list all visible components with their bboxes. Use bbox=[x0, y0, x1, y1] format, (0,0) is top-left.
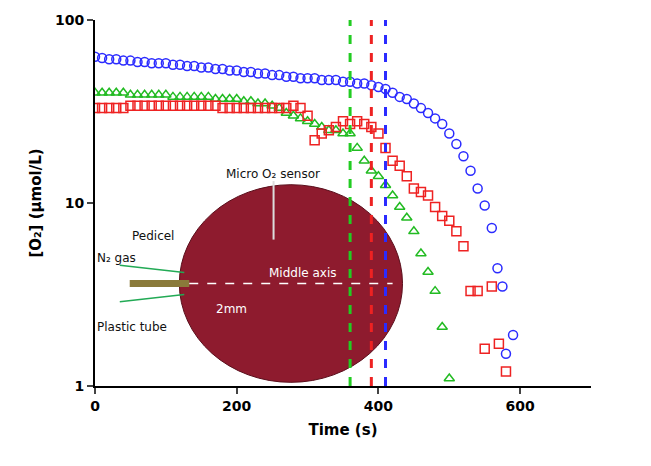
svg-text:Micro O₂ sensor: Micro O₂ sensor bbox=[226, 167, 320, 181]
svg-text:Plastic tube: Plastic tube bbox=[97, 320, 167, 334]
svg-text:600: 600 bbox=[506, 398, 535, 414]
svg-text:200: 200 bbox=[222, 398, 251, 414]
svg-text:100: 100 bbox=[55, 12, 84, 28]
svg-text:Middle axis: Middle axis bbox=[269, 266, 337, 280]
svg-text:0: 0 bbox=[90, 398, 100, 414]
svg-text:Pedicel: Pedicel bbox=[132, 229, 174, 243]
svg-text:10: 10 bbox=[65, 195, 85, 211]
svg-text:2mm: 2mm bbox=[216, 302, 247, 316]
svg-text:1: 1 bbox=[74, 378, 84, 394]
svg-text:Time (s): Time (s) bbox=[308, 421, 377, 439]
svg-text:N₂ gas: N₂ gas bbox=[97, 251, 136, 265]
svg-text:[O₂] (μmol/L): [O₂] (μmol/L) bbox=[27, 148, 45, 257]
svg-text:400: 400 bbox=[364, 398, 393, 414]
